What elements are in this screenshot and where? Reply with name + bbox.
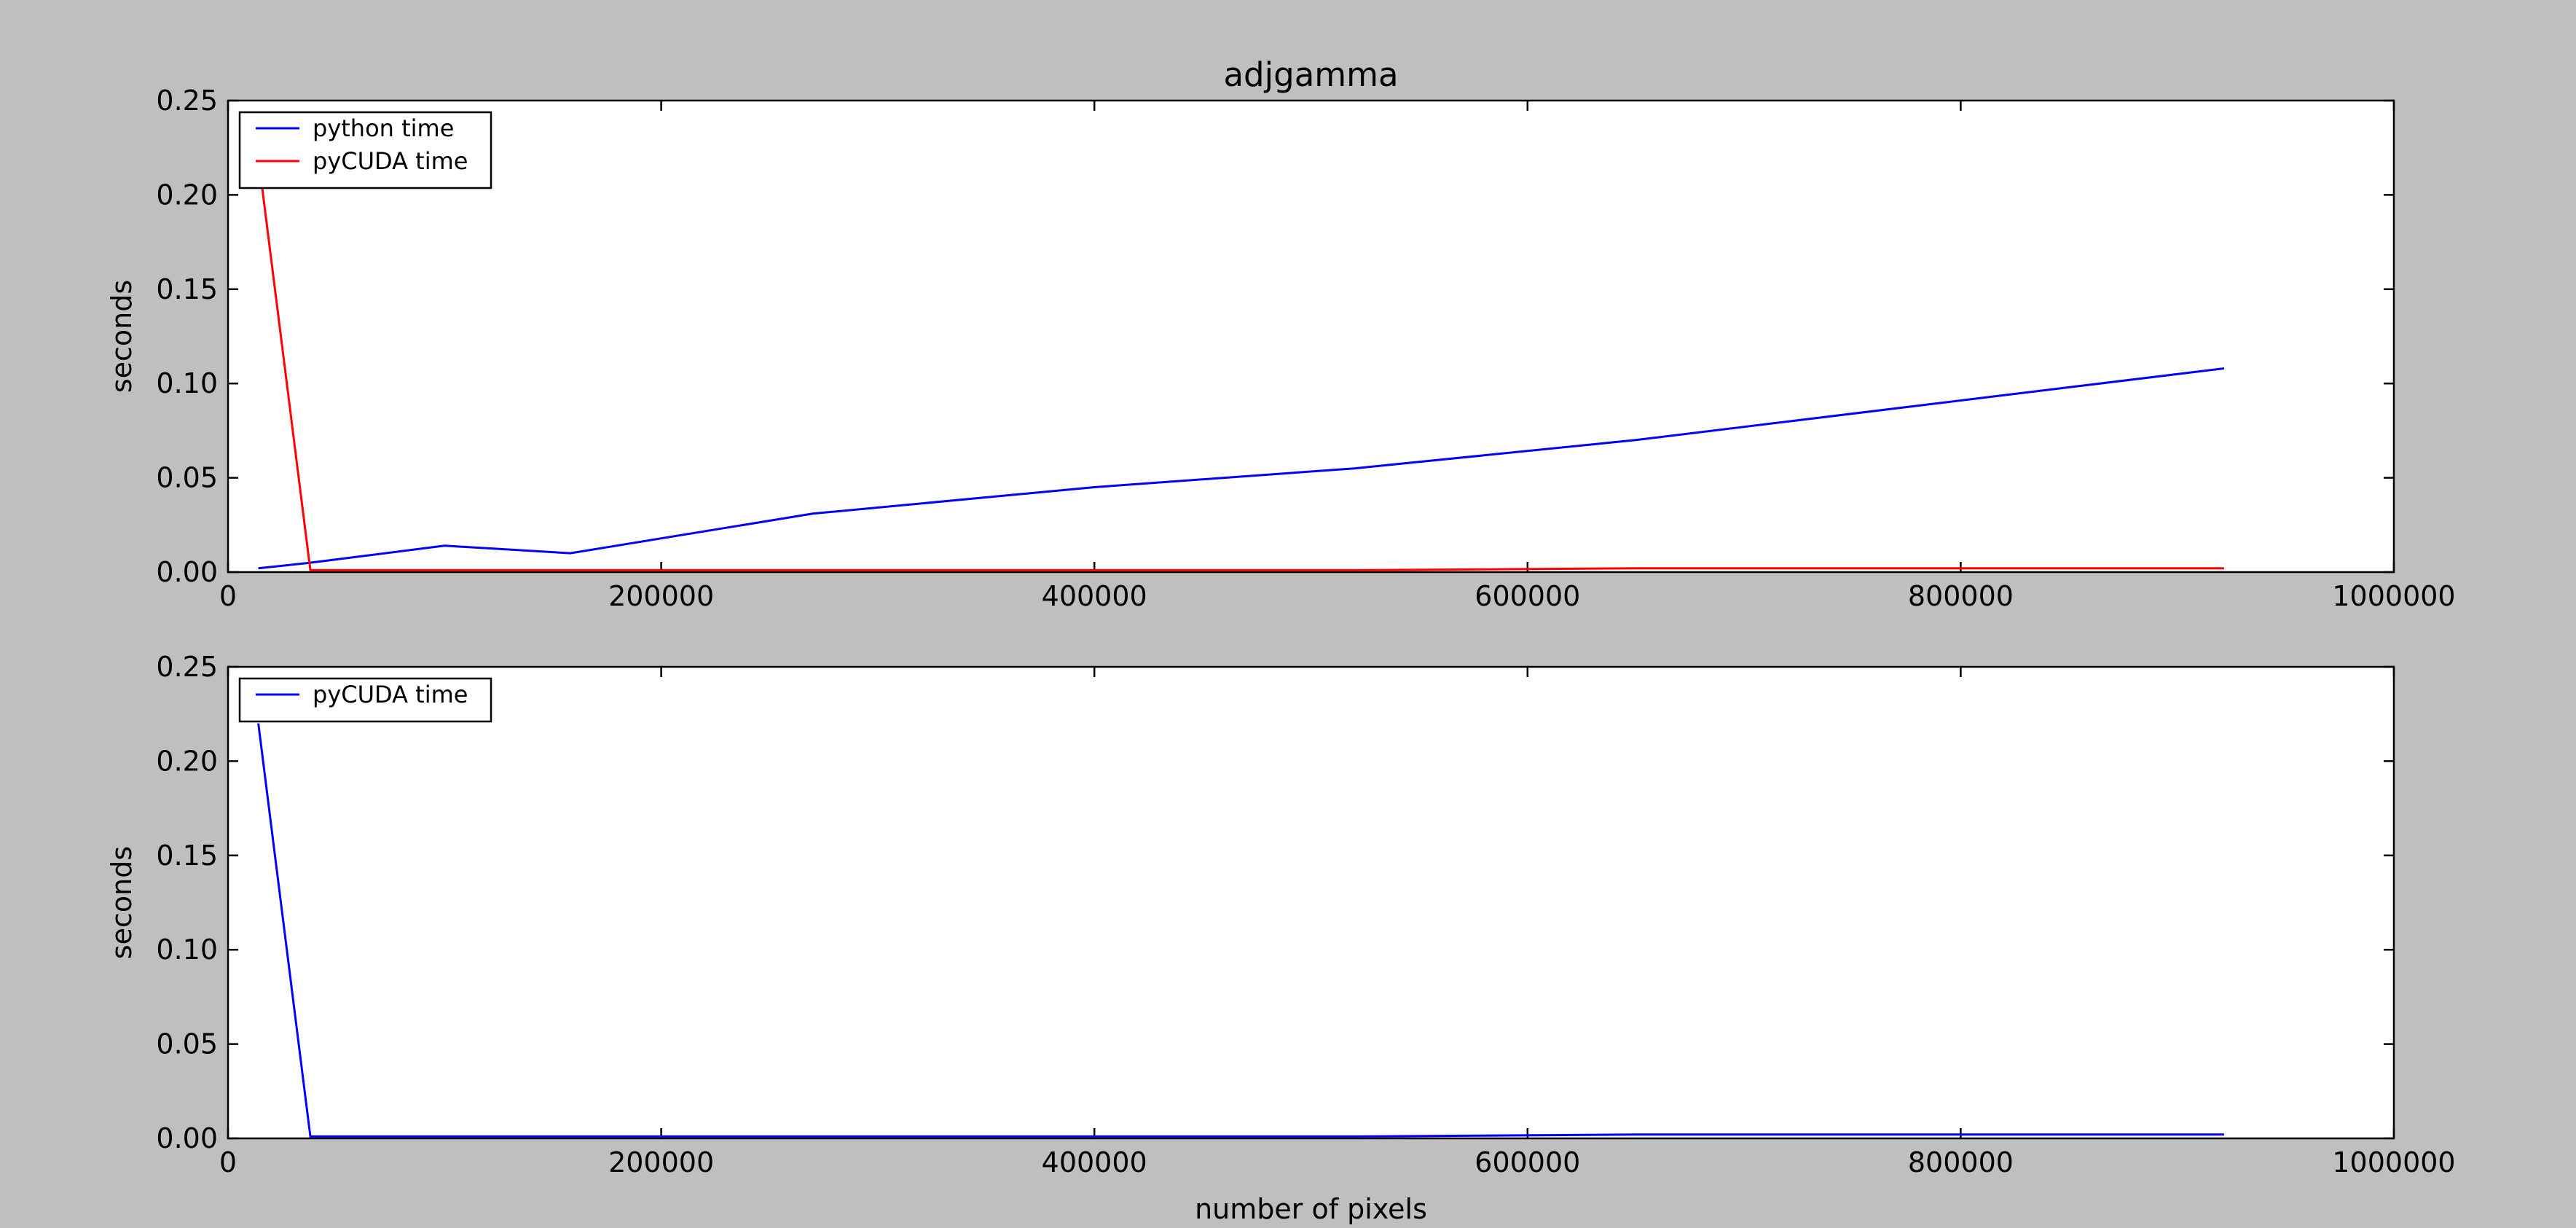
axes-frame bbox=[227, 665, 2395, 1140]
x-axis-label: number of pixels bbox=[1195, 1193, 1427, 1225]
x-tick-label: 800000 bbox=[1908, 580, 2014, 612]
legend: python time pyCUDA time bbox=[238, 111, 492, 189]
x-tick-label: 800000 bbox=[1908, 1146, 2014, 1178]
chart-2: 0 200000 400000 600000 800000 1000000 0.00 0.05… bbox=[106, 651, 2456, 1225]
plots: 0 200000 400000 600000 800000 1000000 0.00 0.05… bbox=[106, 55, 2456, 1225]
series-line-pycuda-time bbox=[257, 157, 2224, 571]
legend-label: python time bbox=[313, 114, 454, 142]
x-tick-label: 200000 bbox=[608, 580, 714, 612]
legend-label: pyCUDA time bbox=[313, 147, 468, 175]
x-tick-label: 400000 bbox=[1042, 580, 1147, 612]
y-tick-label: 0.15 bbox=[156, 273, 218, 305]
y-tick-label: 0.10 bbox=[156, 367, 218, 399]
y-axis-label: seconds bbox=[106, 846, 138, 959]
y-tick-label: 0.25 bbox=[156, 85, 218, 117]
x-tick-label: 200000 bbox=[608, 1146, 714, 1178]
y-tick-label: 0.10 bbox=[156, 934, 218, 966]
x-tick-label: 1000000 bbox=[2332, 580, 2455, 612]
legend-box bbox=[238, 677, 492, 723]
x-tick-label: 600000 bbox=[1474, 1146, 1580, 1178]
y-tick-label: 0.05 bbox=[156, 1028, 218, 1060]
y-tick-label: 0.05 bbox=[156, 462, 218, 494]
x-tick-label: 400000 bbox=[1042, 1146, 1147, 1178]
y-tick-label: 0.00 bbox=[156, 1122, 218, 1154]
series-line-python-time bbox=[258, 367, 2225, 570]
chart-title: adjgamma bbox=[1223, 55, 1398, 94]
axes-frame bbox=[227, 99, 2395, 574]
y-tick-label: 0.20 bbox=[156, 179, 218, 211]
x-tick-label: 0 bbox=[219, 580, 237, 612]
series-line-pycuda-time bbox=[257, 723, 2224, 1138]
y-axis-label: seconds bbox=[106, 280, 138, 393]
y-tick-label: 0.20 bbox=[156, 745, 218, 777]
y-tick-label: 0.00 bbox=[156, 556, 218, 588]
legend: pyCUDA time bbox=[238, 677, 492, 723]
x-tick-label: 600000 bbox=[1474, 580, 1580, 612]
chart-1: 0 200000 400000 600000 800000 1000000 0.00 0.05… bbox=[106, 55, 2456, 612]
y-tick-label: 0.15 bbox=[156, 840, 218, 872]
x-tick-label: 0 bbox=[219, 1146, 237, 1178]
x-tick-label: 1000000 bbox=[2332, 1146, 2455, 1178]
legend-box bbox=[238, 111, 492, 189]
y-tick-label: 0.25 bbox=[156, 651, 218, 683]
legend-label: pyCUDA time bbox=[313, 681, 468, 708]
